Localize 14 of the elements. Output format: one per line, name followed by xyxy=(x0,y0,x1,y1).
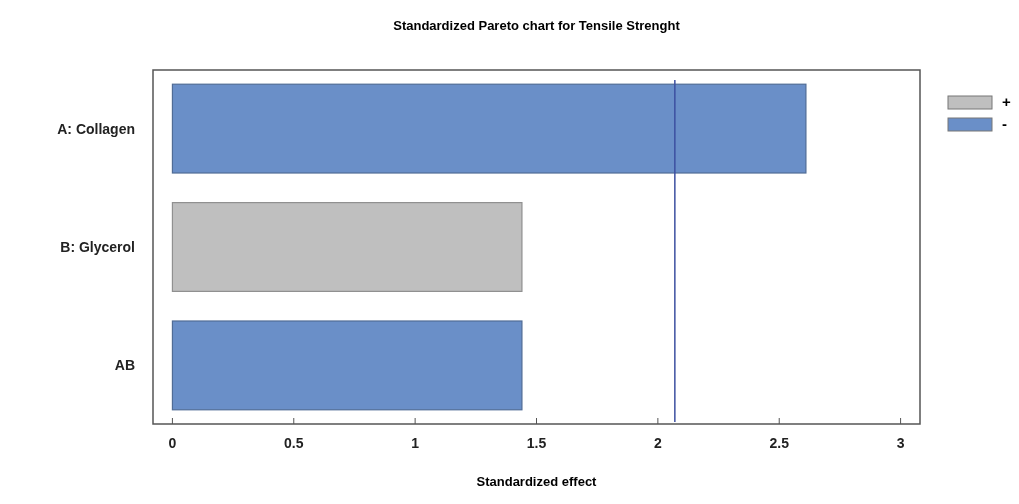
chart-title: Standardized Pareto chart for Tensile Strenght xyxy=(393,18,681,33)
x-tick-label: 2 xyxy=(653,435,662,451)
x-tick-label: 3 xyxy=(896,435,905,451)
y-tick-label: A: Collagen xyxy=(57,120,135,137)
y-tick-label: B: Glycerol xyxy=(60,239,135,255)
x-tick-label: 2.5 xyxy=(769,435,790,451)
legend-label: + xyxy=(1002,93,1011,110)
x-tick-label: 1 xyxy=(411,435,420,451)
x-tick-label: 0.5 xyxy=(284,435,304,451)
x-axis-title: Standardized effect xyxy=(476,474,598,489)
x-tick-label: 1.5 xyxy=(526,435,547,451)
y-tick-label: AB xyxy=(114,357,135,374)
legend-label: - xyxy=(1002,115,1007,132)
x-tick-label: 0 xyxy=(168,435,177,451)
